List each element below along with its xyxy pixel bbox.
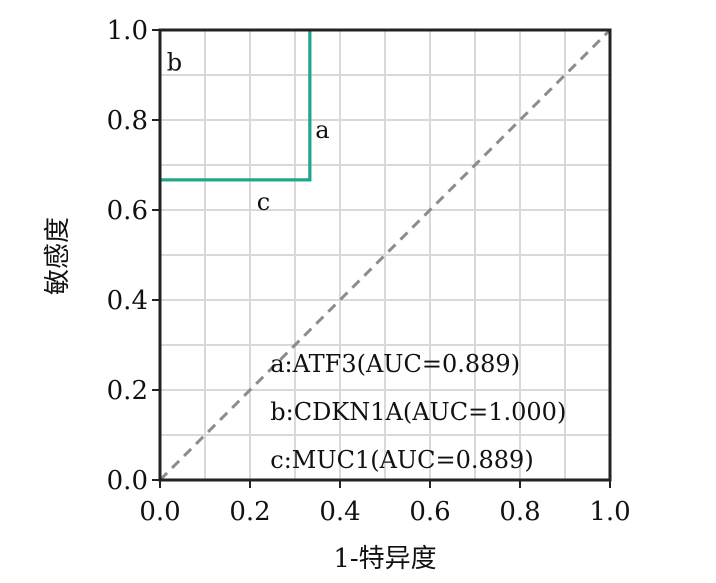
y-axis-title: 敏感度 (43, 217, 73, 295)
ticks: 0.0 0.2 0.4 0.6 0.8 1.0 0.0 0.2 0.4 0.6 0.8 1.0 (107, 16, 631, 527)
y-tick-label: 0.6 (107, 196, 148, 226)
curve-labels: a b c (167, 49, 330, 217)
x-tick-label: 0.8 (499, 497, 540, 527)
y-tick-label: 1.0 (107, 16, 148, 46)
y-tick-label: 0.4 (107, 286, 148, 316)
y-tick-label: 0.8 (107, 106, 148, 136)
curve-label-a: a (315, 116, 329, 144)
x-axis-title: 1-特异度 (333, 544, 436, 574)
y-tick-label: 0.0 (107, 466, 148, 496)
reference-line-layer (158, 28, 612, 482)
x-tick-label: 0.6 (409, 497, 450, 527)
plot-frame (158, 28, 612, 482)
x-tick-label: 0.0 (139, 497, 180, 527)
y-tick-label: 0.2 (107, 376, 148, 406)
x-tick-label: 1.0 (589, 497, 630, 527)
plot-border (158, 28, 612, 482)
legend-entry-a: a:ATF3(AUC=0.889) (270, 350, 520, 378)
legend-entry-c: c:MUC1(AUC=0.889) (270, 446, 533, 474)
curve-label-b: b (167, 49, 182, 77)
legend: a:ATF3(AUC=0.889) b:CDKN1A(AUC=1.000) c:MU… (270, 350, 566, 474)
curve-label-c: c (257, 188, 270, 216)
x-tick-label: 0.2 (229, 497, 270, 527)
legend-entry-b: b:CDKN1A(AUC=1.000) (270, 398, 566, 426)
x-tick-label: 0.4 (319, 497, 360, 527)
reference-diagonal (158, 28, 612, 482)
